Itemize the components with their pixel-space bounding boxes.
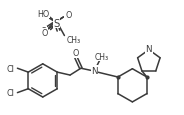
Text: Cl: Cl <box>7 64 15 73</box>
Text: HO: HO <box>37 10 49 19</box>
Text: O: O <box>65 10 72 19</box>
Text: CH₃: CH₃ <box>95 53 109 62</box>
Text: O: O <box>73 49 79 58</box>
Text: N: N <box>146 45 152 54</box>
Text: O: O <box>42 29 48 38</box>
Text: CH₃: CH₃ <box>66 36 81 45</box>
Text: HO: HO <box>38 10 50 18</box>
Text: Cl: Cl <box>7 88 15 97</box>
Text: O: O <box>64 10 71 19</box>
Text: S: S <box>53 19 60 29</box>
Text: N: N <box>91 66 98 75</box>
Text: O: O <box>40 27 47 36</box>
